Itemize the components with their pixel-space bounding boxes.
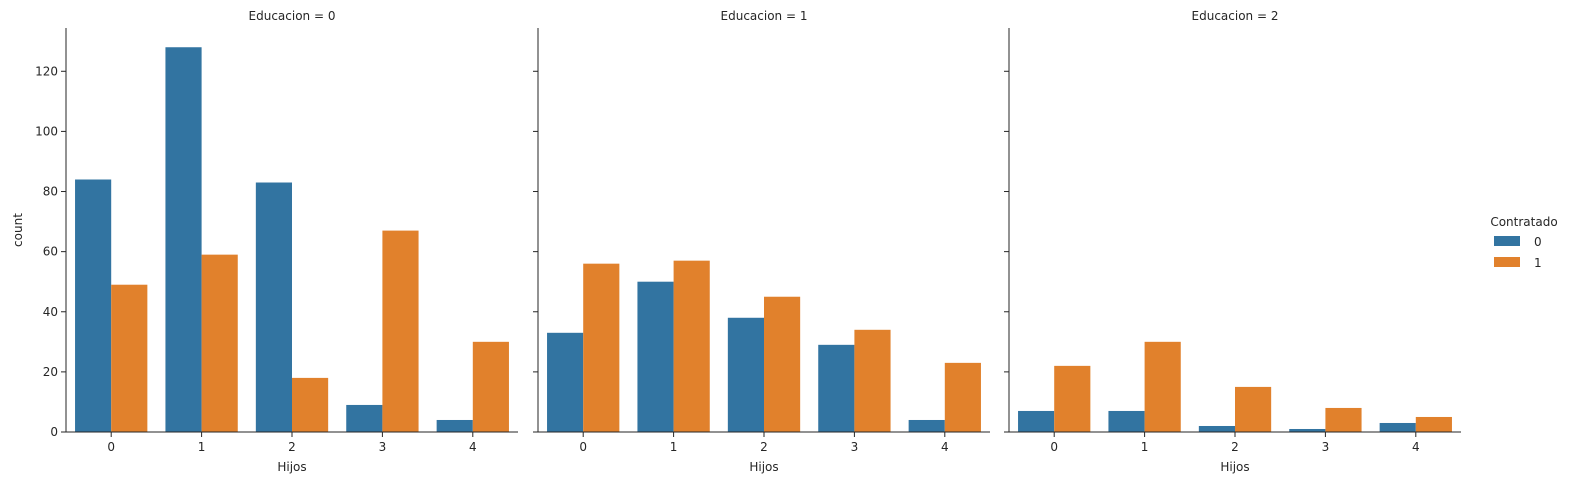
- legend-label: 1: [1534, 256, 1542, 270]
- x-tick-label: 3: [379, 440, 387, 454]
- y-tick-label: 40: [43, 305, 58, 319]
- facet-panel: Educacion = 1 0 1 2 3 4 Hijos: [533, 9, 990, 474]
- x-tick-label: 4: [469, 440, 477, 454]
- bar: [436, 419, 473, 432]
- x-tick-label: 2: [1231, 440, 1239, 454]
- y-axis-label: count: [11, 213, 25, 247]
- bar: [1415, 416, 1452, 432]
- panel-title: Educacion = 2: [1192, 9, 1279, 23]
- y-tick-label: 80: [43, 185, 58, 199]
- bar: [382, 230, 419, 432]
- bar: [944, 362, 981, 432]
- bar: [165, 47, 202, 433]
- panel-title: Educacion = 0: [249, 9, 336, 23]
- y-tick-label: 60: [43, 245, 58, 259]
- bar: [292, 377, 329, 432]
- bar: [201, 254, 238, 432]
- bar: [472, 341, 509, 432]
- facet-panel: Educacion = 2 0 1 2 3 4 Hijos: [1004, 9, 1461, 474]
- bar: [1198, 425, 1235, 432]
- bar: [1379, 422, 1416, 432]
- x-tick-label: 2: [288, 440, 296, 454]
- x-axis-label: Hijos: [277, 460, 306, 474]
- legend: Contratado 0 1: [1490, 215, 1557, 270]
- x-tick-label: 0: [579, 440, 587, 454]
- x-tick-label: 3: [851, 440, 859, 454]
- bar: [547, 332, 584, 432]
- bar: [764, 296, 801, 432]
- x-tick-label: 1: [670, 440, 678, 454]
- x-tick-label: 4: [941, 440, 949, 454]
- bar: [1018, 410, 1055, 432]
- bar: [1108, 410, 1145, 432]
- bar: [111, 284, 148, 432]
- legend-swatch: [1494, 257, 1520, 267]
- x-tick-label: 2: [760, 440, 768, 454]
- bar: [854, 329, 891, 432]
- y-tick-label: 100: [35, 124, 58, 138]
- bar: [1235, 386, 1272, 432]
- x-axis-label: Hijos: [749, 460, 778, 474]
- x-tick-label: 3: [1322, 440, 1330, 454]
- panel-title: Educacion = 1: [721, 9, 808, 23]
- bar: [346, 404, 383, 432]
- x-tick-label: 1: [198, 440, 206, 454]
- legend-label: 0: [1534, 235, 1542, 249]
- bar: [818, 344, 855, 432]
- bar: [75, 179, 112, 432]
- x-tick-label: 0: [107, 440, 115, 454]
- bar: [1144, 341, 1181, 432]
- bar: [908, 419, 945, 432]
- bar: [1289, 428, 1326, 432]
- y-tick-label: 0: [50, 425, 58, 439]
- y-tick-label: 120: [35, 64, 58, 78]
- x-axis-label: Hijos: [1220, 460, 1249, 474]
- bar: [1325, 407, 1362, 432]
- bar: [637, 281, 674, 432]
- bar: [727, 317, 764, 432]
- bar: [255, 182, 292, 432]
- x-tick-label: 4: [1412, 440, 1420, 454]
- bar: [583, 263, 620, 432]
- bar: [1054, 365, 1091, 432]
- y-tick-label: 20: [43, 365, 58, 379]
- x-tick-label: 0: [1050, 440, 1058, 454]
- x-tick-label: 1: [1141, 440, 1149, 454]
- bar: [673, 260, 710, 432]
- legend-title: Contratado: [1490, 215, 1557, 229]
- facet-panel: Educacion = 0 0 20 40 60 80 100 120 0 1 2 3 4 Hijos: [35, 9, 518, 474]
- legend-swatch: [1494, 236, 1520, 246]
